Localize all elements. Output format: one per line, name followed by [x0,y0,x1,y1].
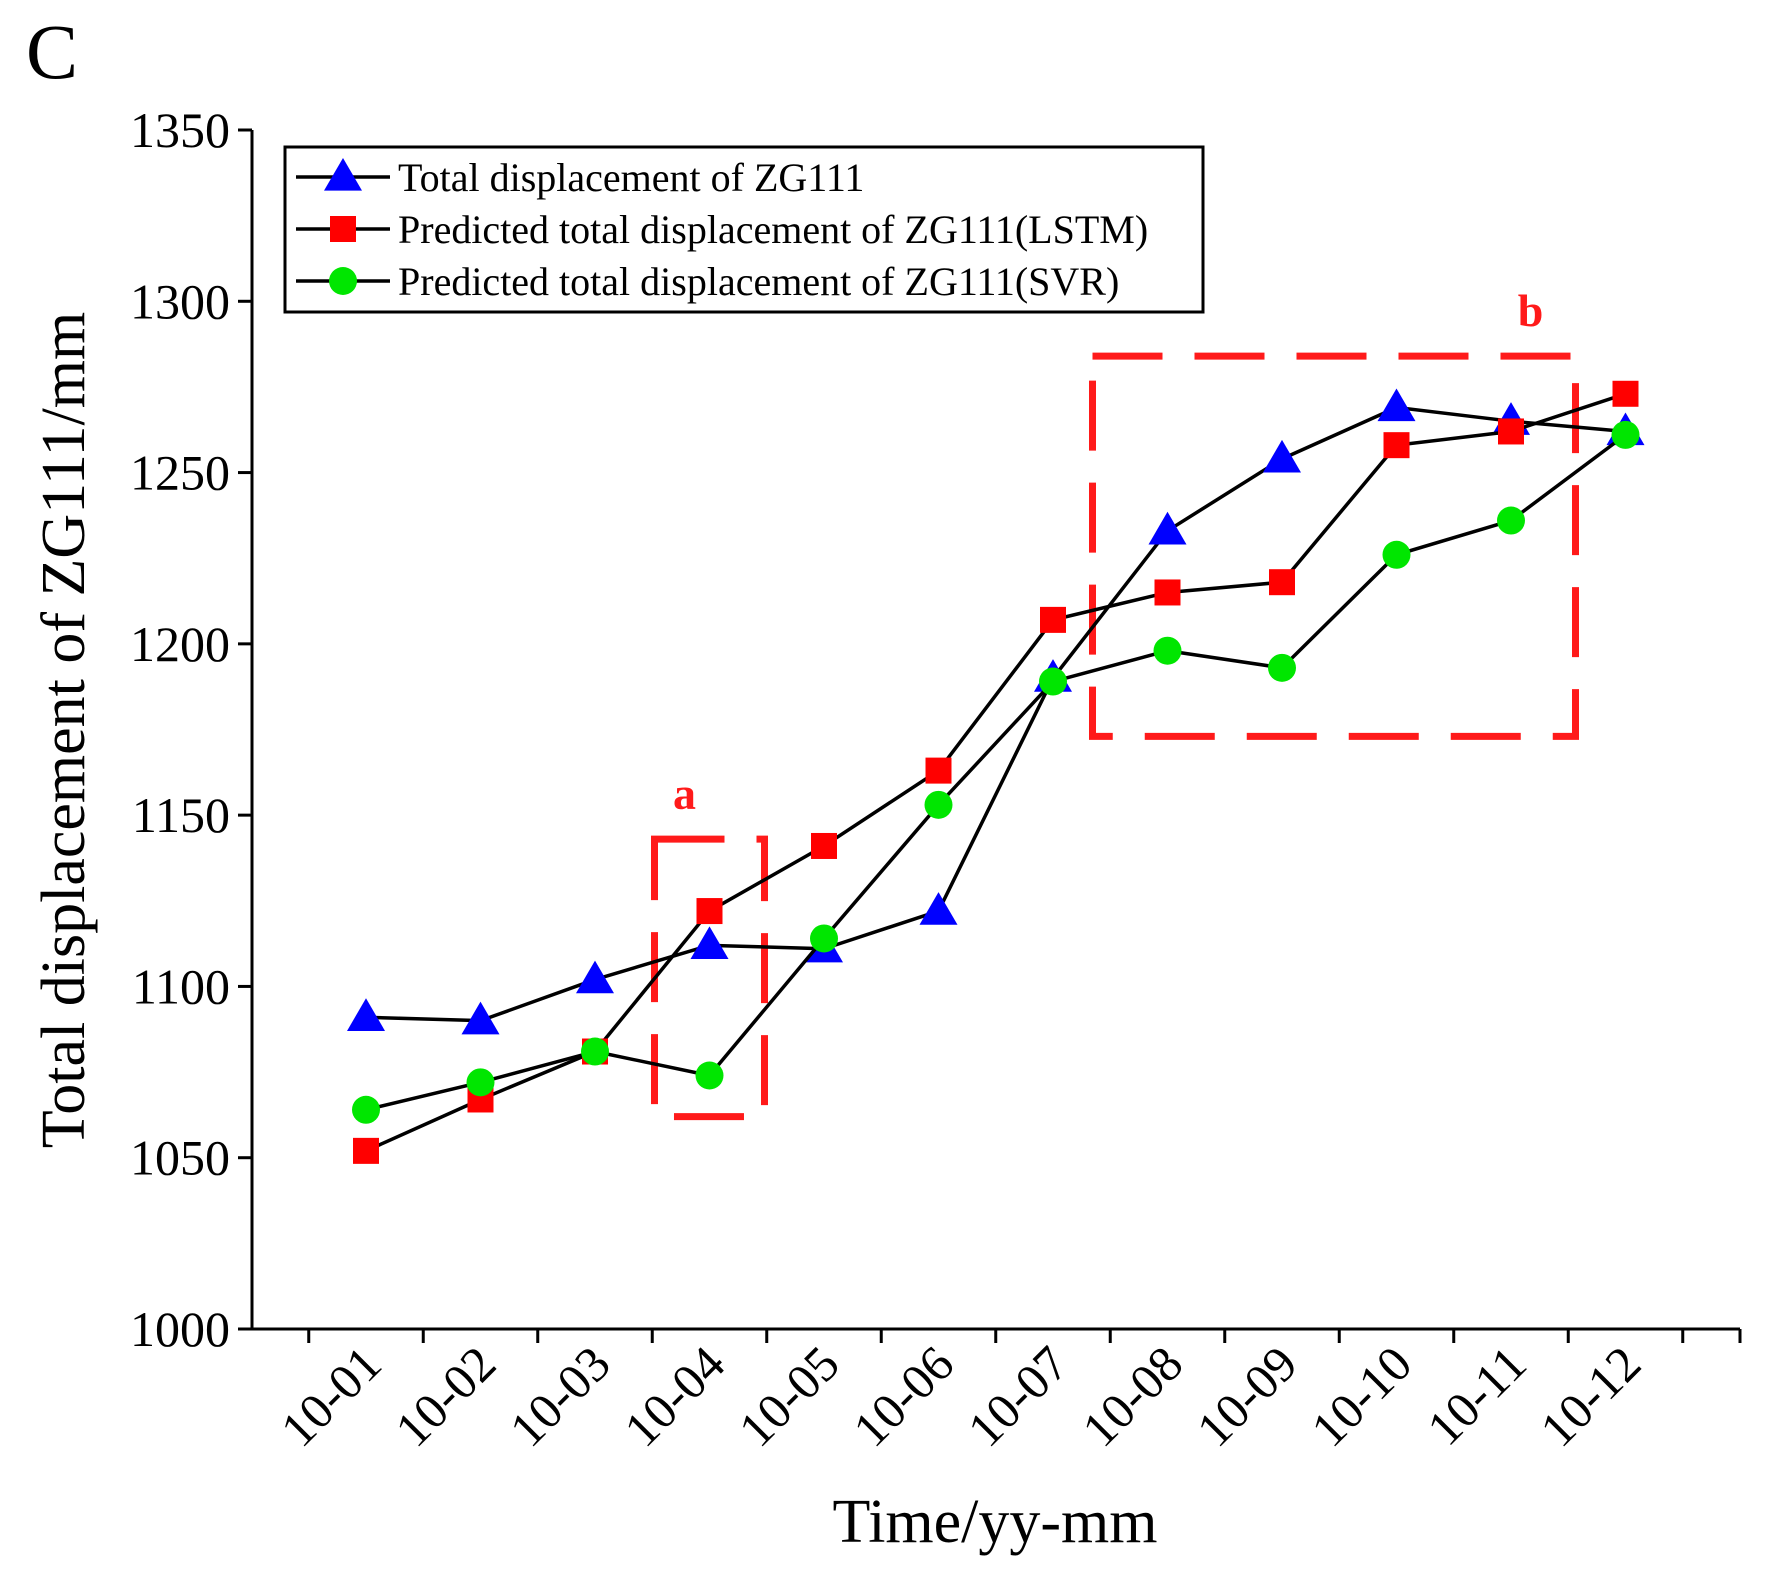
data-point [1153,636,1182,665]
legend-marker-circle [329,267,357,295]
panel-label: C [26,8,78,95]
series-line [365,405,1626,1023]
data-point [1263,439,1301,473]
legend: Total displacement of ZG111 Predicted tot… [283,145,1205,314]
x-tick-label: 10-04 [613,1335,735,1457]
data-point [925,757,952,784]
legend-box [283,145,1205,314]
y-tick-label: 1050 [130,1130,230,1186]
data-point [924,790,953,819]
legend-label: Predicted total displacement of ZG111(SV… [398,259,1119,304]
data-point [810,924,838,953]
annotation-label-b: b [1518,285,1544,336]
data-point [690,926,729,959]
data-point [461,1001,500,1035]
legend-marker-square [330,216,356,242]
data-point [1377,388,1416,422]
legend-marker-triangle [324,158,362,191]
data-point [695,1061,724,1090]
data-point [1148,511,1187,545]
data-point [353,1137,379,1164]
data-point [576,960,614,994]
legend-label: Predicted total displacement of ZG111(LS… [398,207,1148,252]
data-point [1383,432,1410,459]
y-tick-label: 1250 [130,445,230,501]
x-tick-label: 10-07 [957,1335,1079,1457]
y-tick-label: 1300 [130,273,230,329]
x-tick-label: 10-09 [1186,1335,1308,1457]
series-triangle [347,388,1645,1035]
y-tick-label: 1100 [132,958,230,1014]
series-circle [352,420,1640,1124]
series-line [365,392,1627,1153]
data-point [1269,569,1295,596]
series-group [347,380,1645,1164]
annotation-box-b [1089,352,1579,740]
data-point [696,898,723,925]
data-point [1040,606,1066,633]
data-point [1268,653,1296,682]
x-tick-label: 10-12 [1529,1335,1651,1457]
data-point [1498,418,1524,445]
annotations: ab [651,285,1579,1121]
x-tick-label: 10-02 [384,1335,506,1457]
data-point [1611,420,1640,449]
data-point [581,1037,609,1066]
x-tick-label: 10-03 [499,1335,621,1457]
y-tick-label: 1000 [130,1301,230,1357]
x-tick-label: 10-06 [842,1335,964,1457]
data-point [352,1095,380,1124]
data-point [1612,380,1639,407]
x-tick-label: 10-08 [1071,1335,1193,1457]
data-point [1154,579,1181,606]
data-point [347,998,385,1031]
annotation-label-a: a [673,768,696,819]
x-axis-title: Time/yy-mm [833,1488,1158,1556]
y-axis-title: Total displacement of ZG111/mm [30,312,98,1149]
series-line [365,433,1627,1112]
data-point [466,1068,495,1097]
series-square [353,380,1639,1164]
x-tick-label: 10-05 [728,1335,850,1457]
data-point [1382,540,1411,569]
x-tick-label: 10-11 [1416,1335,1537,1456]
x-tick-label: 10-10 [1300,1335,1422,1457]
y-tick-label: 1350 [130,102,230,158]
data-point [811,832,837,859]
data-point [1497,506,1525,535]
y-tick-label: 1150 [132,787,230,843]
x-tick-label: 10-01 [270,1335,392,1457]
data-point [1039,667,1067,696]
y-tick-label: 1200 [130,616,230,672]
data-point [919,892,958,925]
legend-label: Total displacement of ZG111 [398,155,864,200]
